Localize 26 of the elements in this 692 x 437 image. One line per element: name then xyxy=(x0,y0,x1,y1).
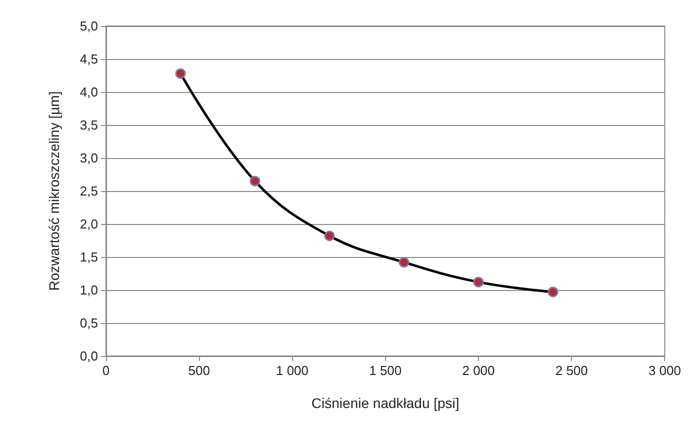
y-tick-label: 5,0 xyxy=(80,18,98,34)
x-tick-label: 2 000 xyxy=(462,363,495,378)
y-tick-label: 1,5 xyxy=(80,250,98,264)
x-tick-label: 500 xyxy=(188,363,210,378)
x-axis-title: Ciśnienie nadkładu [psi] xyxy=(311,395,460,411)
y-tick-label: 3,0 xyxy=(80,150,98,166)
x-tick-label: 1 500 xyxy=(369,363,402,378)
y-tick-label: 4,5 xyxy=(80,52,98,66)
x-tick-label: 2 500 xyxy=(555,363,588,378)
x-tick-label: 0 xyxy=(102,363,110,378)
y-tick-label: 4,0 xyxy=(80,84,98,100)
y-tick-label: 3,5 xyxy=(80,118,98,132)
y-tick-label: 0,0 xyxy=(80,348,98,364)
y-tick-label: 2,5 xyxy=(80,184,98,198)
point xyxy=(250,176,260,186)
point xyxy=(175,68,186,79)
x-tick-label: 3 000 xyxy=(648,363,682,378)
x-tick-label: 1 000 xyxy=(276,363,309,378)
y-axis-title: Rozwartość mikroszczeliny [µm] xyxy=(46,91,62,291)
point xyxy=(398,257,410,268)
point xyxy=(324,230,335,242)
y-tick-label: 0,5 xyxy=(80,316,98,330)
y-tick-label: 1,0 xyxy=(80,282,98,298)
point xyxy=(473,276,484,288)
y-tick-label: 2,0 xyxy=(80,216,98,232)
point xyxy=(548,286,558,298)
